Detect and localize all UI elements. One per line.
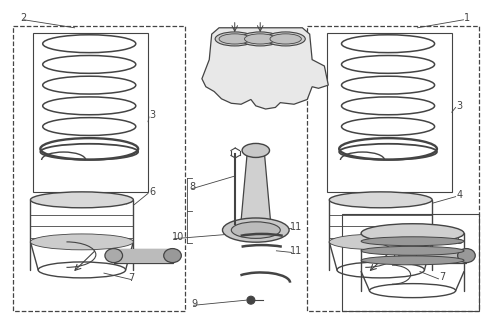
Polygon shape — [241, 155, 271, 227]
Bar — [327, 33, 452, 192]
Ellipse shape — [361, 246, 464, 255]
Ellipse shape — [164, 249, 182, 263]
Ellipse shape — [105, 249, 123, 263]
Ellipse shape — [245, 34, 276, 44]
Ellipse shape — [329, 234, 432, 250]
Bar — [341, 214, 479, 311]
Ellipse shape — [361, 237, 464, 246]
Ellipse shape — [266, 32, 305, 46]
Ellipse shape — [215, 32, 254, 46]
Ellipse shape — [361, 224, 464, 243]
Text: 4: 4 — [457, 190, 463, 200]
Ellipse shape — [361, 256, 464, 265]
Text: 9: 9 — [191, 299, 197, 309]
Text: 5: 5 — [457, 236, 463, 246]
Text: 3: 3 — [457, 101, 463, 111]
Ellipse shape — [329, 192, 432, 208]
Text: 11: 11 — [290, 246, 303, 256]
Text: 10: 10 — [172, 232, 184, 242]
Ellipse shape — [241, 32, 280, 46]
Text: 2: 2 — [21, 13, 27, 23]
Bar — [33, 33, 148, 192]
Ellipse shape — [270, 34, 302, 44]
Text: 1: 1 — [464, 13, 470, 23]
Ellipse shape — [219, 34, 250, 44]
Circle shape — [247, 296, 255, 304]
Bar — [114, 249, 173, 263]
Text: 8: 8 — [189, 182, 196, 192]
Ellipse shape — [399, 249, 416, 263]
Ellipse shape — [31, 234, 133, 250]
Polygon shape — [202, 28, 328, 109]
Bar — [13, 26, 185, 311]
Ellipse shape — [231, 222, 280, 238]
Text: 3: 3 — [149, 110, 155, 120]
Text: 7: 7 — [439, 272, 446, 282]
Text: 11: 11 — [290, 222, 303, 232]
Ellipse shape — [222, 218, 289, 242]
Ellipse shape — [31, 192, 133, 208]
Text: 6: 6 — [149, 187, 155, 197]
Ellipse shape — [242, 143, 270, 157]
Ellipse shape — [458, 249, 475, 263]
Text: 7: 7 — [128, 273, 135, 283]
Bar — [307, 26, 479, 311]
Bar — [408, 249, 466, 263]
